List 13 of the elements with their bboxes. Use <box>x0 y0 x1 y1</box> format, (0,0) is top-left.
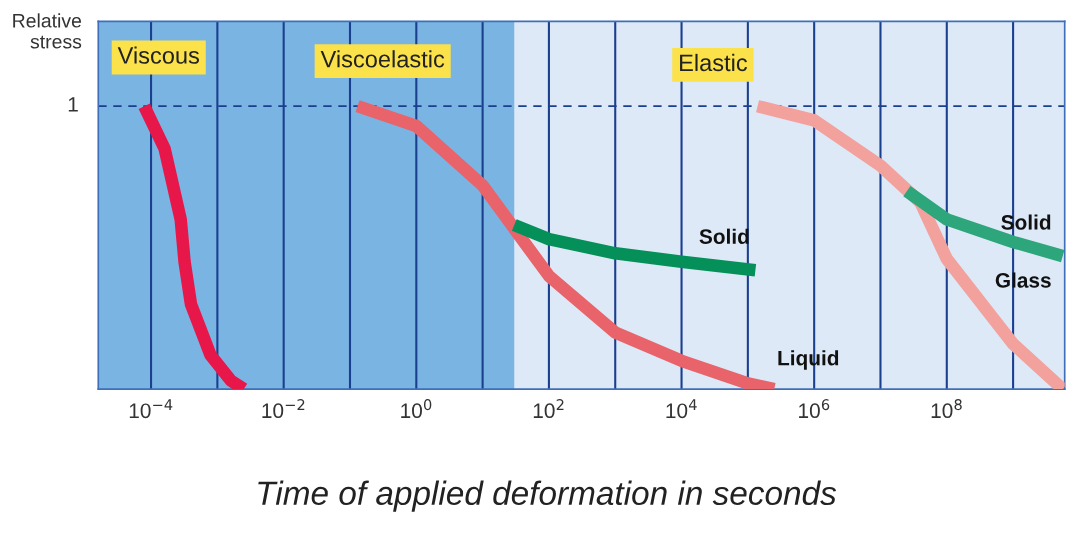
text: Viscous <box>117 46 200 64</box>
x-tick-label: 10$^{−2}$ <box>262 399 305 419</box>
x-tick-label: 10$^{2}$ <box>533 399 564 419</box>
text: Elastic <box>680 53 748 72</box>
x-tick-label: 10$^{4}$ <box>666 399 697 419</box>
x-tick-label: 10$^{−4}$ <box>129 399 173 419</box>
ref-line-label: 1 <box>68 97 78 112</box>
x-tick-label: 10$^{0}$ <box>401 399 432 419</box>
x-tick-label: 10$^{6}$ <box>799 399 830 419</box>
y-axis-title: Relative stress <box>13 13 82 49</box>
x-axis-title: Time of applied deformation in seconds <box>258 480 837 512</box>
x-tick-label: 10$^{8}$ <box>931 399 962 419</box>
text: Viscoelastic <box>320 50 445 68</box>
